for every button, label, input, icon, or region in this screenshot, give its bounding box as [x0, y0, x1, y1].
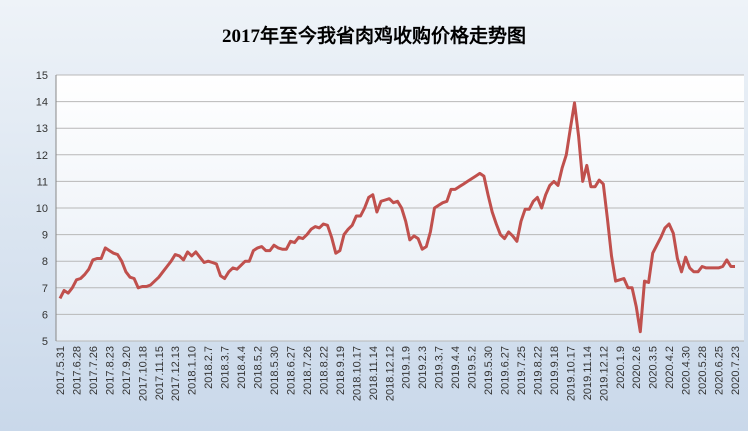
x-tick-label: 2019.4.4 [450, 346, 462, 389]
x-tick-label: 2019.3.7 [434, 346, 446, 389]
x-tick-label: 2018.5.30 [269, 346, 281, 395]
x-tick-label: 2020.6.25 [714, 346, 726, 395]
x-tick-label: 2020.1.9 [615, 346, 627, 389]
x-tick-label: 2018.11.14 [368, 346, 380, 400]
x-tick-label: 2017.7.26 [88, 346, 100, 395]
line [58, 101, 735, 334]
x-tick-label: 2018.10.17 [351, 346, 363, 401]
x-tick-label: 2018.5.2 [253, 346, 265, 389]
x-tick-label: 2018.2.7 [203, 346, 215, 389]
x-tick-label: 2019.9.18 [549, 346, 561, 395]
x-tick-label: 2019.7.25 [516, 346, 528, 395]
x-tick-label: 2020.7.23 [730, 346, 742, 395]
y-tick-label: 15 [36, 70, 48, 82]
x-tick-label: 2017.10.18 [137, 346, 149, 401]
x-tick-label: 2017.6.28 [71, 346, 83, 395]
x-tick-label: 2019.2.3 [417, 346, 429, 389]
x-tick-label: 2018.3.7 [220, 346, 232, 389]
x-tick-label: 2018.1.10 [187, 346, 199, 395]
y-tick-label: 9 [42, 230, 48, 242]
x-tick-label: 2019.10.17 [565, 346, 577, 401]
x-tick-label: 2017.9.20 [121, 346, 133, 395]
x-tick-label: 2020.3.5 [648, 346, 660, 389]
x-tick-label: 2019.8.22 [532, 346, 544, 395]
x-tick-label: 2018.9.19 [335, 346, 347, 395]
y-tick-label: 13 [36, 123, 48, 135]
y-tick-label: 7 [42, 283, 48, 295]
x-tick-label: 2020.4.30 [681, 346, 693, 395]
x-tick-label: 2020.4.2 [664, 346, 676, 389]
y-tick-label: 5 [42, 336, 48, 348]
x-tick-label: 2019.6.27 [500, 346, 512, 395]
x-tick-label: 2019.1.9 [401, 346, 413, 389]
x-tick-label: 2020.2.6 [631, 346, 643, 389]
x-tick-label: 2017.11.15 [154, 346, 166, 400]
y-tick-label: 14 [36, 97, 48, 109]
chart-title: 2017年至今我省肉鸡收购价格走势图 [222, 24, 526, 47]
y-tick-label: 12 [36, 150, 48, 162]
x-tick-label: 2019.5.2 [467, 346, 479, 389]
x-tick-label: 2018.12.12 [384, 346, 396, 401]
x-tick-label: 2020.5.28 [697, 346, 709, 395]
y-tick-label: 8 [42, 256, 48, 268]
y-tick-label: 11 [37, 176, 48, 188]
y-tick-label: 10 [36, 203, 48, 215]
x-tick-label: 2017.12.13 [170, 346, 182, 401]
x-tick-label: 2018.7.26 [302, 346, 314, 395]
x-tick-label: 2019.11.14 [582, 346, 594, 400]
x-tick-label: 2019.5.30 [483, 346, 495, 395]
x-tick-label: 2018.6.27 [285, 346, 297, 395]
x-tick-label: 2017.5.31 [55, 346, 67, 395]
x-tick-label: 2018.8.22 [318, 346, 330, 395]
y-tick-label: 6 [42, 309, 48, 321]
x-tick-label: 2018.4.4 [236, 346, 248, 389]
x-tick-label: 2019.12.12 [598, 346, 610, 401]
x-tick-label: 2017.8.23 [104, 346, 116, 395]
